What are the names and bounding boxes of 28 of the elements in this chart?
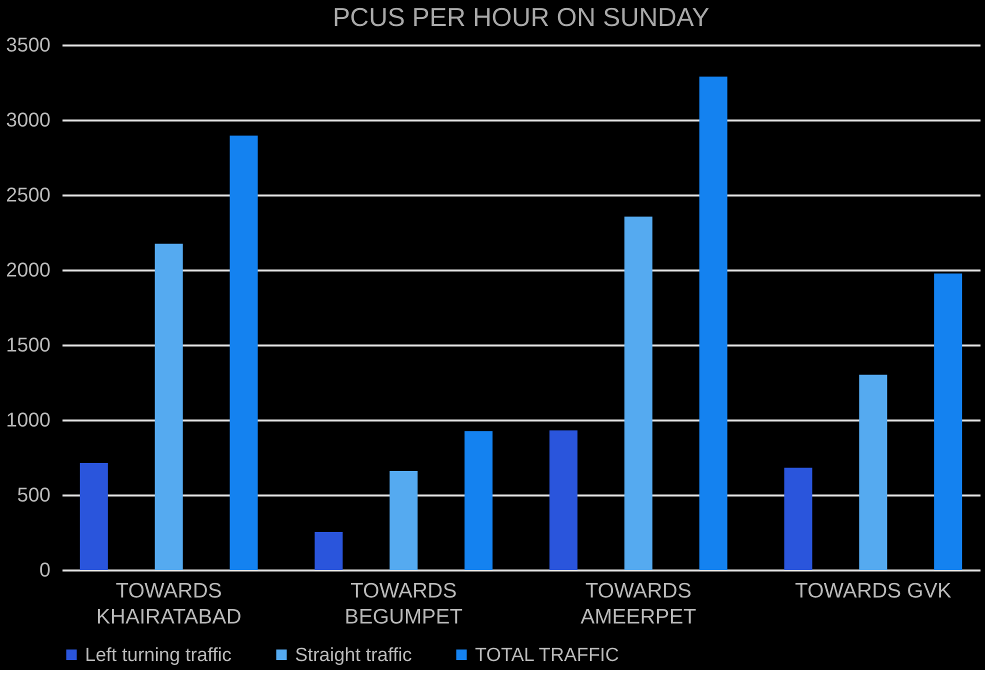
- y-tick-label: 2000: [6, 260, 50, 282]
- x-tick-label: TOWARDS AMEERPET: [580, 580, 696, 628]
- legend-label: Straight traffic: [295, 644, 412, 666]
- y-tick-label: 500: [17, 484, 50, 506]
- y-tick-label: 0: [39, 560, 50, 582]
- y-tick-label: 3500: [6, 34, 50, 56]
- x-tick-label: TOWARDS KHAIRATABAD: [96, 580, 242, 628]
- legend-label: Left turning traffic: [85, 644, 232, 666]
- bar: [464, 431, 493, 570]
- bar: [699, 76, 728, 570]
- bar: [230, 136, 258, 570]
- bar: [390, 471, 418, 570]
- bar: [859, 374, 888, 570]
- chart-title: PCUS PER HOUR ON SUNDAY: [332, 2, 710, 32]
- bar: [624, 216, 652, 570]
- x-tick-label: TOWARDS GVK: [794, 580, 952, 602]
- bar: [934, 273, 962, 570]
- x-tick-label: TOWARDS BEGUMPET: [344, 580, 463, 628]
- y-tick-label: 3000: [6, 110, 50, 132]
- bar: [314, 532, 343, 570]
- bar: [154, 244, 183, 570]
- y-tick-label: 1000: [6, 410, 50, 432]
- legend-label: TOTAL TRAFFIC: [475, 644, 619, 666]
- y-tick-label: 2500: [6, 184, 50, 206]
- bar: [80, 463, 108, 570]
- bar: [784, 468, 812, 570]
- bar: [549, 430, 578, 570]
- y-tick-label: 1500: [6, 334, 50, 356]
